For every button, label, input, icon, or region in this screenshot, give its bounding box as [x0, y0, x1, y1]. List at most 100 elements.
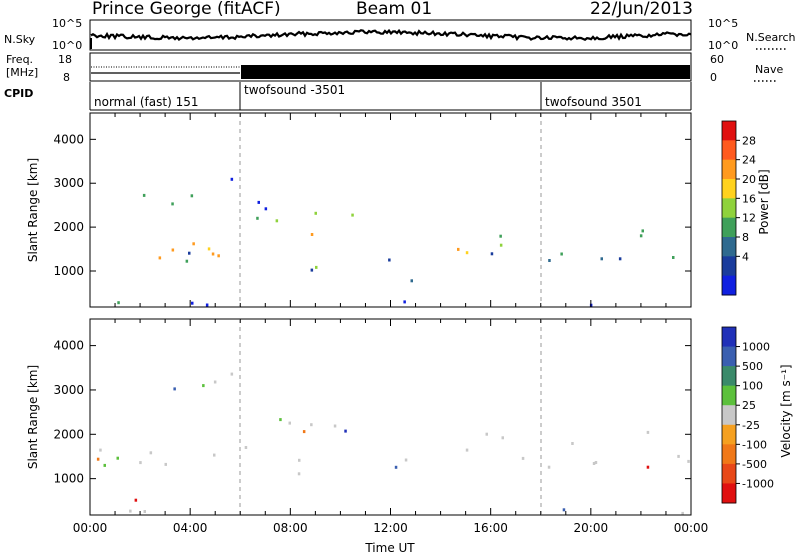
heatmap-cell [96, 457, 100, 461]
heatmap-cell [499, 234, 502, 238]
heatmap-cell [158, 256, 162, 260]
colorbar-tick-label: 100 [742, 380, 763, 393]
heatmap-cell [394, 465, 398, 469]
colorbar-tick-label: -1000 [742, 477, 774, 490]
cpid-segment-1: normal (fast) 151 [94, 95, 198, 109]
heatmap-cell [275, 219, 279, 223]
colorbar-swatch [722, 483, 736, 504]
heatmap-cell [302, 430, 306, 434]
heatmap-cell [171, 202, 174, 206]
power-y-axis: 1000 2000 3000 4000 [53, 132, 691, 278]
nsearch-label: N.Search [746, 31, 796, 44]
velocity-y-axis: 1000 2000 3000 4000 [53, 339, 691, 486]
heatmap-cell [641, 229, 644, 233]
power-x-axis [89, 113, 692, 307]
freq-label-1: Freq. [6, 53, 33, 66]
x-tick-label: 00:00 [674, 521, 709, 535]
nsky-trace [90, 28, 692, 42]
heatmap-cell [256, 216, 259, 220]
heatmap-cell [410, 279, 413, 283]
cpid-segment-3: twofsound 3501 [545, 95, 642, 109]
heatmap-cell [571, 442, 574, 445]
heatmap-cell [681, 511, 684, 515]
power-colorbar-label: Power [dB] [757, 169, 771, 234]
colorbar-swatch [722, 424, 736, 445]
x-tick-label: 12:00 [373, 521, 408, 535]
velocity-colorbar-label: Velocity [m s⁻¹] [779, 364, 793, 457]
velocity-x-axis: 00:00 04:00 08:00 12:00 16:00 20:00 00:00 [73, 319, 709, 535]
date-title: 22/Jun/2013 [590, 0, 693, 19]
power-panel: 1000 2000 3000 4000 Slant Range [km] 28 24 20… [26, 112, 771, 308]
velocity-y-label: Slant Range [km] [26, 365, 40, 469]
power-y-label: Slant Range [km] [26, 158, 40, 262]
heatmap-cell [244, 446, 248, 449]
heatmap-cell [600, 257, 603, 261]
colorbar-tick-label: 1000 [742, 341, 770, 354]
heatmap-cell [297, 472, 301, 476]
nsky-label: N.Sky [4, 33, 36, 46]
cpid-segment-2: twofsound -3501 [244, 83, 345, 97]
heatmap-cell [499, 243, 503, 247]
x-tick-label: 00:00 [73, 521, 108, 535]
velocity-panel: 1000 2000 3000 4000 00:00 04:00 08:00 12:00 16:… [26, 318, 793, 554]
freq-tick-top: 18 [58, 53, 72, 66]
x-tick-label: 04:00 [173, 521, 208, 535]
heatmap-cell [310, 423, 313, 427]
colorbar-tick-label: 16 [742, 192, 756, 205]
heatmap-cell [188, 251, 191, 255]
y-tick-label: 1000 [53, 264, 84, 278]
nsky-tick-bottom: 10^0 [52, 39, 82, 52]
heatmap-cell [205, 303, 209, 307]
nave-label: Nave [755, 63, 783, 76]
y-tick-label: 2000 [53, 220, 84, 234]
colorbar-tick-label: 4 [742, 250, 749, 263]
heatmap-cell [185, 259, 189, 263]
heatmap-cell [213, 453, 216, 457]
heatmap-cell [687, 459, 690, 463]
y-tick-label: 1000 [53, 472, 84, 486]
heatmap-cell [465, 448, 469, 452]
heatmap-cell [279, 418, 282, 422]
freq-strip: Freq. [MHz] 18 8 60 0 Nave [6, 52, 783, 84]
heatmap-cell [315, 265, 318, 269]
colorbar-tick-label: 20 [742, 173, 756, 186]
heatmap-cell [618, 257, 622, 261]
heatmap-cell [314, 211, 317, 215]
colorbar-tick-label: -500 [742, 458, 767, 471]
colorbar-swatch [722, 366, 736, 387]
heatmap-cell [562, 508, 566, 512]
heatmap-cell [485, 432, 488, 436]
heatmap-cell [230, 177, 234, 181]
power-heatmap-cells [117, 177, 675, 307]
heatmap-cell [594, 461, 598, 464]
heatmap-cell [646, 430, 650, 434]
heatmap-cell [404, 458, 408, 462]
heatmap-cell [547, 465, 551, 469]
colorbar-swatch [722, 405, 736, 426]
colorbar-swatch [722, 463, 736, 484]
heatmap-cell [344, 429, 347, 433]
colorbar-swatch [722, 256, 736, 277]
heatmap-cell [217, 254, 220, 258]
nave-tick-bottom: 0 [710, 71, 717, 84]
heatmap-cell [207, 247, 211, 251]
heatmap-cell [257, 200, 260, 204]
heatmap-cell [190, 194, 194, 198]
cpid-strip: CPID normal (fast) 151 twofsound -3501 t… [4, 82, 692, 111]
heatmap-cell [646, 465, 650, 469]
heatmap-cell [521, 456, 525, 460]
heatmap-cell [213, 380, 217, 384]
colorbar-tick-label: 12 [742, 212, 756, 225]
x-tick-label: 08:00 [273, 521, 308, 535]
heatmap-cell [639, 234, 643, 238]
heatmap-cell [202, 384, 205, 388]
beam-title: Beam 01 [356, 0, 432, 19]
power-colorbar: 28 24 20 16 12 8 4 [721, 120, 756, 296]
heatmap-cell [116, 456, 119, 460]
cpid-label: CPID [4, 87, 33, 100]
heatmap-cell [143, 510, 146, 513]
station-title: Prince George (fitACF) [92, 0, 281, 19]
nsky-tick-top: 10^5 [52, 17, 82, 30]
y-tick-label: 3000 [53, 383, 84, 397]
